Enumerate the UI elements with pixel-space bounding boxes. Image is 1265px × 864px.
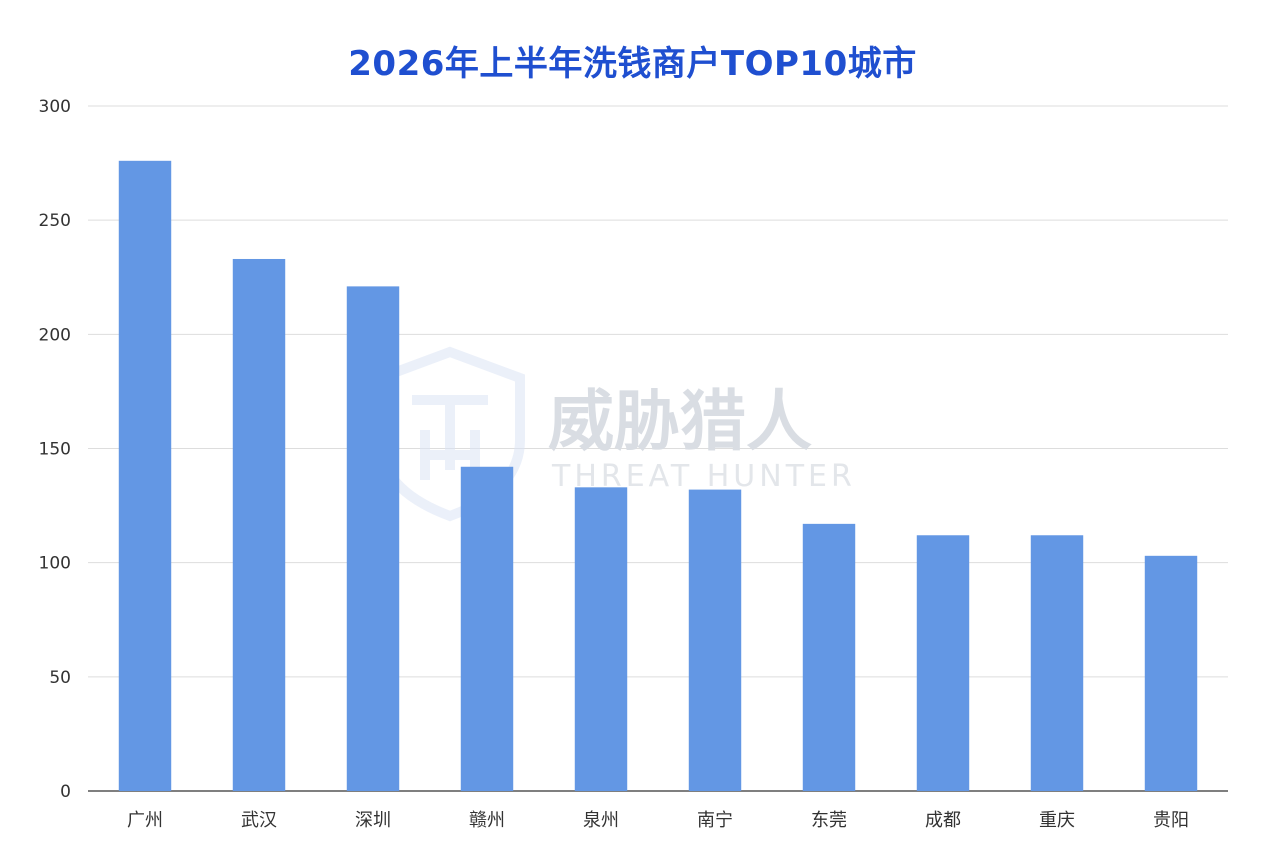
chart-title: 2026年上半年洗钱商户TOP10城市 xyxy=(348,44,917,84)
bar-3 xyxy=(460,466,514,791)
x-tick-label: 东莞 xyxy=(811,810,847,831)
x-tick-label: 赣州 xyxy=(469,810,505,831)
x-axis: 广州 武汉 深圳 赣州 泉州 南宁 东莞 成都 重庆 贵阳 xyxy=(127,810,1189,831)
bar-2 xyxy=(346,286,400,791)
bar-6 xyxy=(802,523,856,791)
bar-7 xyxy=(916,535,970,791)
bar-9 xyxy=(1144,555,1198,791)
bar-1 xyxy=(232,258,286,791)
bar-4 xyxy=(574,487,628,791)
y-axis: 0 50 100 150 200 250 300 xyxy=(39,97,71,802)
watermark-name-cn: 威胁猎人 xyxy=(548,383,812,460)
x-tick-label: 重庆 xyxy=(1039,810,1075,831)
bar-0 xyxy=(118,160,172,792)
bar-8 xyxy=(1030,535,1084,791)
x-tick-label: 南宁 xyxy=(697,810,733,831)
x-tick-label: 成都 xyxy=(925,810,961,831)
y-tick-label: 100 xyxy=(39,554,71,574)
bar-5 xyxy=(688,489,742,791)
x-tick-label: 武汉 xyxy=(241,810,277,831)
y-tick-label: 200 xyxy=(39,325,71,345)
x-tick-label: 贵阳 xyxy=(1153,810,1189,831)
x-tick-label: 深圳 xyxy=(355,810,391,831)
y-tick-label: 250 xyxy=(39,211,71,231)
x-tick-label: 广州 xyxy=(127,810,163,831)
y-tick-label: 300 xyxy=(39,97,71,117)
bars xyxy=(118,160,1198,792)
y-tick-label: 0 xyxy=(60,782,71,802)
x-tick-label: 泉州 xyxy=(583,810,619,831)
y-tick-label: 50 xyxy=(49,668,71,688)
y-tick-label: 150 xyxy=(39,440,71,460)
